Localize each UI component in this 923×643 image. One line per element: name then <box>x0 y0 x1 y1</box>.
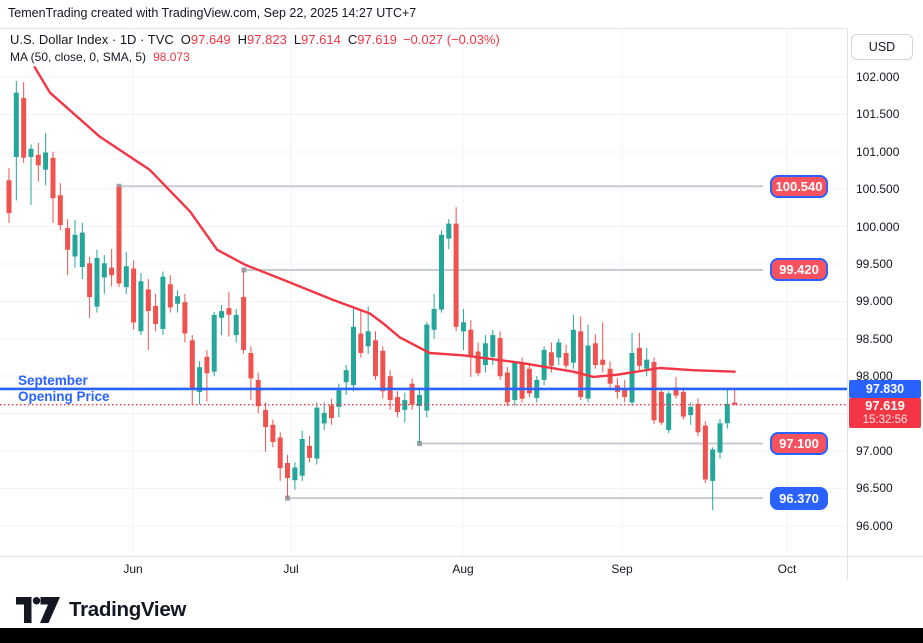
time-axis-label: Jul <box>283 562 299 576</box>
close-label: C <box>347 32 358 47</box>
tradingview-logo-icon[interactable] <box>16 597 60 623</box>
ma-label[interactable]: MA (50, close, 0, SMA, 5) <box>10 50 147 64</box>
time-axis-label: Aug <box>452 562 474 576</box>
price-chart-svg[interactable] <box>0 28 847 556</box>
time-axis[interactable]: Jun Jul Aug Sep Oct <box>0 556 923 581</box>
price-axis-label: 99.000 <box>856 294 893 309</box>
time-axis-label: Oct <box>777 562 797 576</box>
time-axis-label: Jun <box>123 562 143 576</box>
low-label: L <box>293 32 302 47</box>
bar-countdown-timer: 15:32:56 <box>862 413 908 426</box>
ma-value: 98.073 <box>153 50 190 64</box>
price-axis-label: 98.500 <box>856 331 893 346</box>
high-label: H <box>237 32 248 47</box>
september-opening-price-line1: September <box>18 373 88 388</box>
opening-price-axis-badge: 97.830 <box>849 379 921 398</box>
price-axis-label: 101.000 <box>856 144 900 159</box>
tradingview-logo-text[interactable]: TradingView <box>69 598 187 621</box>
september-opening-price-line2: Opening Price <box>18 388 110 404</box>
close-value: 97.619 <box>357 32 397 47</box>
price-axis-label: 102.000 <box>856 70 900 84</box>
header-divider <box>0 28 923 29</box>
currency-button[interactable]: USD <box>851 34 913 60</box>
price-axis-label: 99.500 <box>856 257 893 271</box>
price-axis-label: 101.500 <box>856 107 900 122</box>
last-price-axis-value: 97.619 <box>865 397 905 413</box>
low-value: 97.614 <box>301 32 341 47</box>
price-axis-label: 100.500 <box>856 182 900 197</box>
price-axis-label: 96.000 <box>856 518 893 533</box>
opening-price-axis-value: 97.830 <box>865 381 905 396</box>
price-axis-label: 96.500 <box>856 481 893 496</box>
open-label: O <box>180 32 191 47</box>
change-value: −0.027 (−0.03%) <box>402 32 500 47</box>
ma-legend-row[interactable]: MA (50, close, 0, SMA, 5) 98.073 <box>10 50 500 65</box>
open-value: 97.649 <box>190 32 231 47</box>
price-axis-label: 97.000 <box>856 444 893 458</box>
symbol-title[interactable]: U.S. Dollar Index · 1D · TVC <box>10 32 174 47</box>
time-axis-label: Sep <box>611 562 633 576</box>
bottom-black-bar <box>0 628 923 643</box>
september-opening-price-label[interactable]: September Opening Price <box>18 373 110 404</box>
price-axis[interactable]: USD 102.000 101.500 101.000 100.500 100.000 9… <box>847 28 923 580</box>
price-axis-label: 100.000 <box>856 219 900 234</box>
chart-pane[interactable]: 100.540 99.420 97.100 96.370 U.S. Dollar In… <box>0 28 847 556</box>
attribution-text: TemenTrading created with TradingView.co… <box>8 6 417 20</box>
high-value: 97.823 <box>247 32 287 47</box>
last-price-axis-badge: 97.619 15:32:56 <box>849 397 921 428</box>
footer: TradingView <box>16 595 186 625</box>
symbol-legend-row[interactable]: U.S. Dollar Index · 1D · TVC O97.649 H97.8… <box>10 32 500 48</box>
chart-legend[interactable]: U.S. Dollar Index · 1D · TVC O97.649 H97.8… <box>10 32 500 65</box>
price-axis-label: 98.000 <box>856 369 893 384</box>
